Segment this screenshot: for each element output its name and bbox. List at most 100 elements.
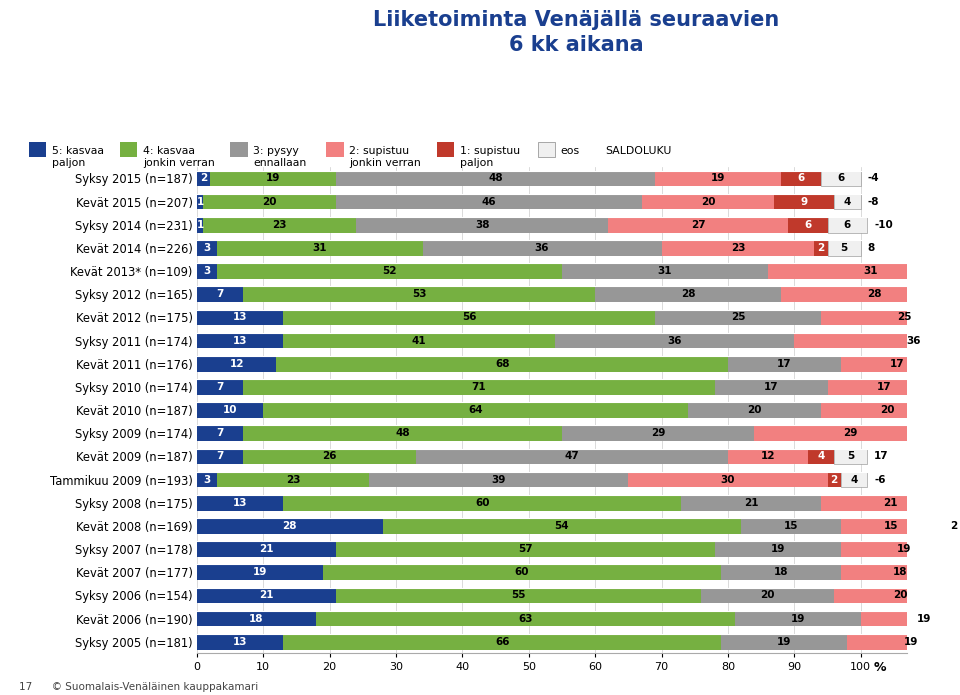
Text: 5: 5 [841, 243, 848, 253]
Text: 60: 60 [475, 498, 490, 508]
Text: 28: 28 [867, 289, 881, 300]
Text: 20: 20 [760, 590, 775, 600]
Text: 48: 48 [489, 173, 503, 183]
Bar [197, 194, 204, 209]
Text: 20: 20 [880, 405, 895, 415]
Text: 60: 60 [515, 567, 529, 578]
Bar [821, 495, 960, 511]
Text: 2: 2 [950, 521, 957, 531]
Text: 25: 25 [731, 312, 745, 322]
Bar [323, 564, 721, 580]
Bar [197, 402, 263, 418]
Bar [834, 194, 861, 209]
Text: 68: 68 [495, 359, 510, 369]
Text: 19: 19 [771, 544, 785, 554]
Bar [197, 217, 204, 233]
Text: 54: 54 [555, 521, 569, 531]
Bar [814, 240, 828, 256]
Bar [728, 356, 841, 372]
Bar [714, 379, 828, 395]
Bar [197, 333, 283, 348]
Text: 47: 47 [564, 451, 579, 461]
Text: 15: 15 [883, 521, 898, 531]
Text: 20: 20 [701, 197, 715, 206]
Bar [841, 564, 960, 580]
Text: 46: 46 [482, 197, 496, 206]
Bar [197, 472, 217, 487]
Bar [768, 263, 960, 279]
Text: 2: 2 [830, 475, 838, 484]
Text: 57: 57 [518, 544, 533, 554]
Bar [794, 333, 960, 348]
Bar [197, 495, 283, 511]
Text: 19: 19 [897, 544, 911, 554]
Text: 1: 1 [940, 521, 948, 531]
Text: 3: pysyy
ennallaan: 3: pysyy ennallaan [253, 146, 306, 167]
Bar [217, 472, 370, 487]
Bar [197, 448, 243, 464]
Text: 8: 8 [868, 243, 875, 253]
Text: 66: 66 [495, 637, 510, 647]
Text: 6: 6 [844, 220, 852, 230]
Bar [688, 402, 821, 418]
Text: 55: 55 [512, 590, 526, 600]
Bar [562, 263, 768, 279]
Bar [336, 541, 714, 557]
Text: 2: 2 [944, 382, 950, 392]
Bar [243, 448, 416, 464]
Text: 15: 15 [783, 521, 799, 531]
Text: 17: 17 [876, 382, 891, 392]
Bar [370, 472, 629, 487]
Bar [204, 194, 336, 209]
Bar [356, 217, 609, 233]
Bar [217, 240, 422, 256]
Bar [655, 170, 781, 186]
Text: 25: 25 [897, 312, 911, 322]
Bar [828, 379, 941, 395]
Bar [953, 356, 960, 372]
Bar [848, 634, 960, 650]
Text: 19: 19 [903, 637, 918, 647]
Bar [641, 194, 775, 209]
Bar [197, 240, 217, 256]
Text: 13: 13 [232, 498, 248, 508]
Bar [217, 263, 562, 279]
Bar [861, 611, 960, 626]
Text: 9: 9 [801, 197, 808, 206]
Bar [947, 425, 960, 441]
Text: 30: 30 [721, 475, 735, 484]
Text: 18: 18 [250, 614, 264, 623]
Bar [953, 379, 960, 395]
Text: 20: 20 [263, 197, 277, 206]
Bar [821, 402, 953, 418]
Text: 63: 63 [518, 614, 533, 623]
Text: 18: 18 [774, 567, 788, 578]
Text: SALDOLUKU: SALDOLUKU [605, 146, 671, 156]
Text: 6: 6 [804, 220, 811, 230]
Text: 71: 71 [471, 382, 487, 392]
Text: 27: 27 [691, 220, 706, 230]
Bar [734, 611, 861, 626]
Text: 13: 13 [232, 336, 248, 345]
Bar [243, 379, 714, 395]
Bar [283, 309, 655, 325]
Text: -6: -6 [874, 475, 885, 484]
Text: 12: 12 [229, 359, 244, 369]
Bar [781, 170, 821, 186]
Bar [682, 495, 821, 511]
Text: 4: 4 [817, 451, 825, 461]
Bar [383, 518, 741, 534]
Bar [276, 356, 728, 372]
Text: 53: 53 [412, 289, 426, 300]
Bar [828, 240, 861, 256]
Text: 17: 17 [874, 451, 889, 461]
Text: 18: 18 [894, 567, 908, 578]
Text: 12: 12 [760, 451, 775, 461]
Text: 1: supistuu
paljon: 1: supistuu paljon [460, 146, 520, 167]
Text: eos: eos [561, 146, 580, 156]
Bar [821, 309, 960, 325]
Bar [197, 356, 276, 372]
Text: 2: 2 [817, 243, 825, 253]
Text: 17: 17 [764, 382, 779, 392]
Text: -4: -4 [868, 173, 879, 183]
